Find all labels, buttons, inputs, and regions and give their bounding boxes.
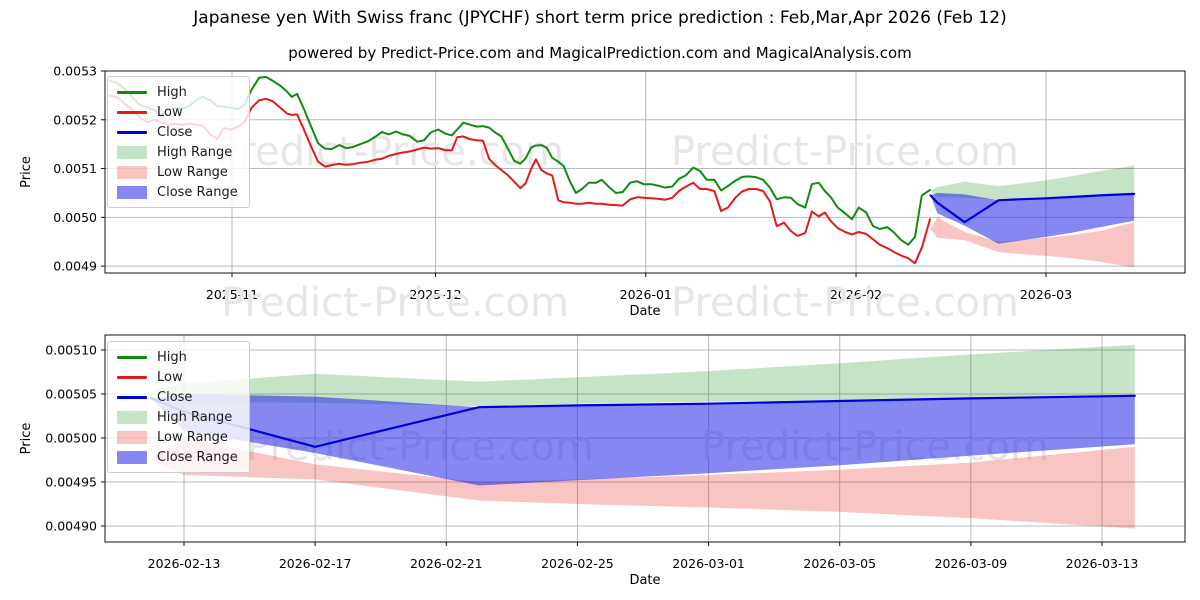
high-line-swatch	[117, 355, 147, 359]
legend-label-low-range: Low Range	[157, 429, 228, 445]
high-range-band	[151, 344, 1135, 407]
legend-label-low: Low	[157, 104, 183, 120]
watermark-text: Predict-Price.com	[216, 129, 564, 175]
x-tick-label: 2026-03-01	[672, 556, 745, 571]
legend-item-high-range: High Range	[117, 142, 238, 162]
close-range-band	[151, 394, 1135, 486]
figure-subtitle: powered by Predict-Price.com and Magical…	[288, 44, 912, 62]
legend-label-close-range: Close Range	[157, 184, 238, 200]
high-range-swatch	[117, 145, 147, 159]
top-chart-legend: High Low Close High Range Low Range Clos…	[107, 76, 250, 208]
x-tick-label: 2026-02-13	[148, 556, 221, 571]
high-line	[108, 75, 931, 246]
low-range-band	[930, 217, 1135, 268]
y-tick-label: 0.00490	[45, 519, 97, 534]
legend-item-close-range: Close Range	[117, 182, 238, 202]
legend-label-high-range: High Range	[157, 409, 233, 425]
x-tick-label: 2026-03	[1020, 287, 1072, 302]
low-line-swatch	[117, 375, 147, 379]
low-line-swatch	[117, 110, 147, 114]
x-tick-label: 2026-03-13	[1066, 556, 1139, 571]
y-tick-label: 0.00510	[45, 343, 97, 358]
high-range-swatch	[117, 410, 147, 424]
x-tick-label: 2025-11	[206, 287, 258, 302]
x-tick-label: 2026-02-17	[279, 556, 352, 571]
legend-label-high: High	[157, 349, 187, 365]
top-chart: Predict-Price.com Predict-Price.com 2025-1…	[19, 64, 1186, 319]
y-tick-label: 0.0050	[53, 210, 97, 225]
close-line-swatch	[117, 395, 147, 399]
legend-label-high: High	[157, 84, 187, 100]
legend-item-high: High	[117, 82, 238, 102]
legend-item-close: Close	[117, 387, 238, 407]
y-axis-label: Price	[19, 423, 34, 455]
x-tick-label: 2026-03-09	[935, 556, 1008, 571]
legend-item-low-range: Low Range	[117, 427, 238, 447]
low-line	[108, 94, 931, 265]
x-tick-label: 2025-12	[409, 287, 461, 302]
close-range-swatch	[117, 450, 147, 464]
x-axis-label: Date	[629, 573, 660, 588]
low-range-swatch	[117, 430, 147, 444]
close-range-band	[930, 193, 1135, 244]
legend-item-low-range: Low Range	[117, 162, 238, 182]
y-axis-label: Price	[19, 156, 34, 188]
x-axis-label: Date	[629, 304, 660, 319]
legend-label-low-range: Low Range	[157, 164, 228, 180]
bottom-chart: Predict-Price.comPredict-Price.com2026-0…	[19, 334, 1186, 588]
bottom-chart-legend: High Low Close High Range Low Range Clos…	[107, 341, 250, 473]
x-tick-label: 2026-01	[620, 287, 672, 302]
y-tick-label: 0.00500	[45, 431, 97, 446]
legend-label-close: Close	[157, 389, 193, 405]
legend-label-close: Close	[157, 124, 193, 140]
high-range-band	[930, 165, 1135, 200]
x-tick-label: 2026-02-25	[541, 556, 614, 571]
y-tick-label: 0.0049	[53, 259, 97, 274]
legend-item-low: Low	[117, 102, 238, 122]
legend-item-low: Low	[117, 367, 238, 387]
legend-item-close: Close	[117, 122, 238, 142]
watermark-text: Predict-Price.com	[221, 280, 569, 326]
close-range-swatch	[117, 185, 147, 199]
close-line-swatch	[117, 130, 147, 134]
legend-label-close-range: Close Range	[157, 449, 238, 465]
y-tick-label: 0.00495	[45, 475, 97, 490]
legend-label-low: Low	[157, 369, 183, 385]
watermark-text: Predict-Price.com	[671, 280, 1019, 326]
high-line-swatch	[117, 90, 147, 94]
legend-label-high-range: High Range	[157, 144, 233, 160]
y-tick-label: 0.0053	[53, 64, 97, 79]
legend-item-high-range: High Range	[117, 407, 238, 427]
legend-item-close-range: Close Range	[117, 447, 238, 467]
low-range-band	[151, 438, 1135, 529]
x-tick-label: 2026-03-05	[803, 556, 876, 571]
axes-frame	[104, 70, 1186, 274]
low-range-swatch	[117, 165, 147, 179]
x-tick-label: 2026-02-21	[410, 556, 483, 571]
x-tick-label: 2026-02	[830, 287, 882, 302]
watermark-text: Predict-Price.com	[671, 129, 1019, 175]
legend-item-high: High	[117, 347, 238, 367]
figure-title: Japanese yen With Swiss franc (JPYCHF) s…	[193, 8, 1007, 28]
y-tick-label: 0.00505	[45, 387, 97, 402]
y-tick-label: 0.0051	[53, 161, 97, 176]
close-line	[929, 192, 1136, 224]
y-tick-label: 0.0052	[53, 112, 97, 127]
